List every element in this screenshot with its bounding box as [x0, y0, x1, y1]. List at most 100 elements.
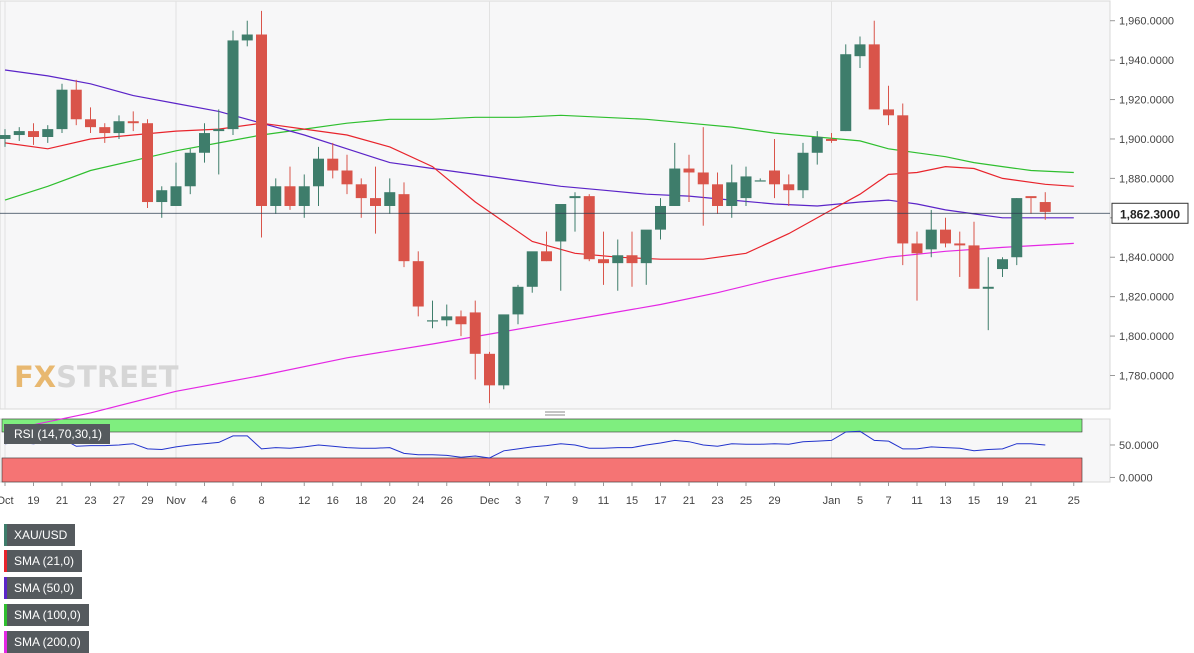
- x-tick-label: 6: [230, 495, 236, 507]
- legend-item-sma50[interactable]: SMA (50,0): [4, 577, 83, 599]
- candle-body: [640, 229, 652, 264]
- price-chart: 1,960.0000 1,940.0000 1,920.0000 1,900.0000…: [0, 0, 1189, 507]
- x-tick-label: 19: [996, 495, 1008, 507]
- candle-body: [441, 316, 453, 321]
- x-tick-label: 26: [441, 495, 453, 507]
- x-tick-label: 29: [141, 495, 153, 507]
- y-tick-label: 1,780.0000: [1119, 370, 1174, 382]
- logo-fx-text: FX: [14, 360, 57, 394]
- candle-body: [854, 44, 866, 57]
- x-tick-label: 24: [412, 495, 424, 507]
- candle-body: [498, 314, 510, 386]
- x-tick-label: 21: [683, 495, 695, 507]
- x-tick-label: 8: [258, 495, 264, 507]
- candle-body: [13, 131, 25, 136]
- rsi-line: [4, 430, 1046, 459]
- x-tick-label: 7: [543, 495, 549, 507]
- candle-body: [370, 198, 381, 206]
- rsi-tick-label: 0.0000: [1119, 472, 1153, 484]
- x-tick-label: Oct: [0, 495, 14, 507]
- legend-item-xauusd[interactable]: XAU/USD: [4, 524, 76, 546]
- x-tick-label: 15: [626, 495, 638, 507]
- legend-item-sma200[interactable]: SMA (200,0): [4, 631, 89, 653]
- candle-body: [85, 119, 96, 128]
- candle-body: [754, 180, 766, 182]
- candle-body: [840, 54, 852, 132]
- candle-body: [612, 255, 624, 264]
- candle-body: [868, 44, 880, 110]
- candle-body: [583, 196, 595, 260]
- x-tick-label: 20: [384, 495, 396, 507]
- legend-swatch-xauusd: [4, 524, 7, 546]
- x-tick-label: 29: [768, 495, 780, 507]
- last-price-box: [1111, 202, 1189, 224]
- candle-body: [227, 40, 239, 130]
- rsi-legend-item[interactable]: RSI (14,70,30,1): [4, 424, 111, 444]
- candle-body: [925, 229, 937, 250]
- x-tick-label: 23: [84, 495, 96, 507]
- candle-body: [541, 251, 552, 262]
- candle-body: [769, 170, 780, 185]
- candle-body: [469, 312, 481, 354]
- candle-body: [1039, 202, 1051, 212]
- candle-body: [811, 137, 823, 153]
- legend-swatch-sma200: [4, 631, 7, 653]
- candle-body: [113, 121, 125, 134]
- candle-body: [940, 229, 951, 244]
- candle-body: [127, 121, 139, 124]
- candle-body: [726, 182, 738, 206]
- sma-200-line: [4, 242, 1074, 432]
- x-tick-label: 23: [711, 495, 723, 507]
- last-price-label: 1,862.3000: [1120, 207, 1180, 221]
- candle-body: [384, 192, 396, 206]
- candle-body: [982, 286, 994, 289]
- candle-body: [313, 158, 324, 187]
- x-tick-label: Dec: [480, 495, 500, 507]
- candle-body: [484, 353, 495, 386]
- legend-item-sma100[interactable]: SMA (100,0): [4, 604, 89, 626]
- x-tick-label: 25: [1068, 495, 1080, 507]
- candle-body: [412, 261, 424, 307]
- x-tick-label: 25: [740, 495, 752, 507]
- candle-body: [256, 34, 267, 206]
- candle-body: [341, 170, 353, 185]
- candle-body: [199, 133, 210, 153]
- x-tick-label: 11: [911, 495, 922, 507]
- x-tick-label: 19: [27, 495, 39, 507]
- logo-street-text: STREET: [56, 360, 179, 394]
- candle-body: [327, 158, 339, 171]
- candle-body: [740, 176, 752, 199]
- x-tick-label: 16: [327, 495, 339, 507]
- y-tick-label: 1,900.0000: [1119, 134, 1174, 146]
- rsi-legend-label: RSI (14,70,30,1): [14, 427, 103, 441]
- candle-body: [156, 190, 168, 203]
- legend-swatch-sma21: [4, 550, 7, 572]
- x-tick-label: 21: [1025, 495, 1037, 507]
- candle-body: [56, 89, 68, 130]
- candle-body: [911, 243, 923, 254]
- legend-label: SMA (100,0): [14, 608, 81, 622]
- candle-body: [213, 129, 225, 132]
- rsi-tick-label: 50.0000: [1119, 440, 1159, 452]
- y-tick-label: 1,920.0000: [1119, 95, 1174, 107]
- rsi-oversold-zone: [1, 457, 1083, 483]
- candle-body: [355, 184, 367, 199]
- candle-body: [897, 115, 909, 244]
- candle-body: [569, 196, 581, 199]
- x-tick-label: 27: [113, 495, 125, 507]
- candle-body: [954, 243, 966, 246]
- candle-body: [555, 204, 567, 242]
- x-tick-label: 11: [598, 495, 609, 507]
- sma-50-line: [4, 69, 1074, 219]
- candle-body: [427, 320, 438, 322]
- x-tick-label: 3: [515, 495, 521, 507]
- candle-body: [697, 172, 709, 185]
- candle-body: [270, 186, 282, 206]
- candle-body: [284, 186, 296, 206]
- legend-swatch-sma50: [4, 577, 7, 599]
- x-tick-label: 21: [56, 495, 68, 507]
- legend-item-sma21[interactable]: SMA (21,0): [4, 550, 83, 572]
- candle-body: [797, 152, 809, 191]
- candle-body: [683, 168, 695, 173]
- x-tick-label: 17: [654, 495, 666, 507]
